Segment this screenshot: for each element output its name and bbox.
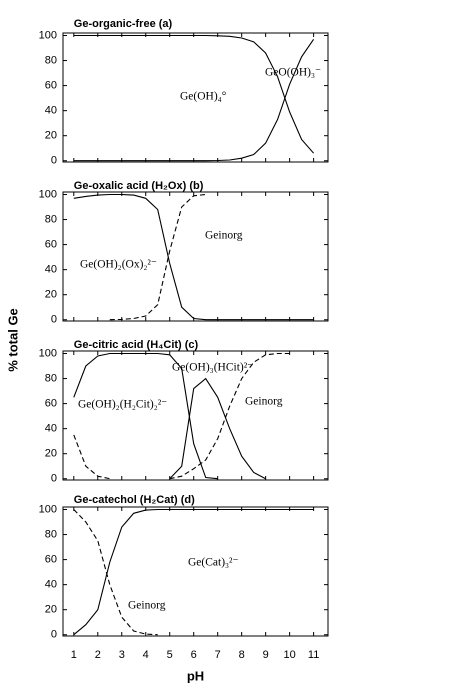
curve-label: Geinorg — [245, 396, 283, 408]
series-line — [73, 352, 290, 480]
y-tick-label: 20 — [45, 448, 57, 460]
series-line — [169, 377, 266, 480]
y-tick-label: 60 — [45, 239, 57, 251]
curve-label: Ge(OH)₂(Ox)₂²⁻ — [80, 259, 157, 271]
y-tick-label: 80 — [45, 54, 57, 66]
x-tick-label: 6 — [191, 649, 197, 661]
y-tick-label: 0 — [51, 473, 57, 485]
x-tick-label: 4 — [143, 649, 149, 661]
y-tick-label: 40 — [45, 423, 57, 435]
y-tick-label: 80 — [45, 213, 57, 225]
y-tick-label: 40 — [45, 579, 57, 591]
series-line — [109, 193, 206, 321]
series-line — [73, 34, 315, 154]
y-tick-label: 0 — [51, 155, 57, 167]
plot-frame — [62, 32, 329, 163]
y-tick-label: 40 — [45, 264, 57, 276]
x-tick-label: 5 — [167, 649, 173, 661]
y-tick-label: 60 — [45, 80, 57, 92]
curve-label: Geinorg — [205, 230, 243, 242]
y-tick-label: 100 — [39, 29, 57, 41]
x-tick-label: 11 — [308, 649, 319, 661]
series-line — [73, 508, 314, 636]
curve-label: Ge(OH)₃(HCit)²⁻ — [172, 362, 253, 374]
y-tick-label: 40 — [45, 105, 57, 117]
x-tick-label: 10 — [284, 649, 296, 661]
curve-label: GeO(OH)₃⁻ — [265, 67, 321, 79]
y-tick-label: 20 — [45, 604, 57, 616]
x-tick-label: 1 — [71, 649, 77, 661]
x-axis-label: pH — [187, 668, 204, 683]
series-line — [73, 38, 315, 162]
y-tick-label: 80 — [45, 528, 57, 540]
series-line — [73, 352, 218, 480]
panel-title: Ge-organic-free (a) — [74, 18, 173, 30]
series-line — [73, 509, 158, 636]
curve-label: Ge(OH)₂(H₂Cit)₂²⁻ — [78, 399, 167, 411]
panel-title: Ge-catechol (H₂Cat) (d) — [74, 494, 195, 506]
y-tick-label: 80 — [45, 372, 57, 384]
y-tick-label: 0 — [51, 629, 57, 641]
y-tick-label: 20 — [45, 289, 57, 301]
y-tick-label: 20 — [45, 130, 57, 142]
x-tick-label: 9 — [263, 649, 269, 661]
plot-frame — [62, 350, 329, 481]
curve-label: Ge(OH)₄° — [180, 91, 227, 103]
y-tick-label: 100 — [39, 347, 57, 359]
y-tick-label: 0 — [51, 314, 57, 326]
panel-title: Ge-citric acid (H₄Cit) (c) — [74, 339, 199, 351]
y-tick-label: 100 — [39, 503, 57, 515]
curve-label: Geinorg — [128, 600, 166, 612]
panel-title: Ge-oxalic acid (H₂Ox) (b) — [74, 180, 204, 192]
plot-frame — [62, 191, 329, 322]
series-line — [73, 193, 314, 321]
x-tick-label: 8 — [239, 649, 245, 661]
x-tick-label: 7 — [215, 649, 221, 661]
x-tick-label: 2 — [95, 649, 101, 661]
curve-label: Ge(Cat)₃²⁻ — [188, 557, 239, 569]
y-tick-label: 100 — [39, 188, 57, 200]
y-axis-label: % total Ge — [5, 308, 20, 372]
x-tick-label: 3 — [119, 649, 125, 661]
y-tick-label: 60 — [45, 554, 57, 566]
plot-frame — [62, 506, 329, 637]
y-tick-label: 60 — [45, 398, 57, 410]
